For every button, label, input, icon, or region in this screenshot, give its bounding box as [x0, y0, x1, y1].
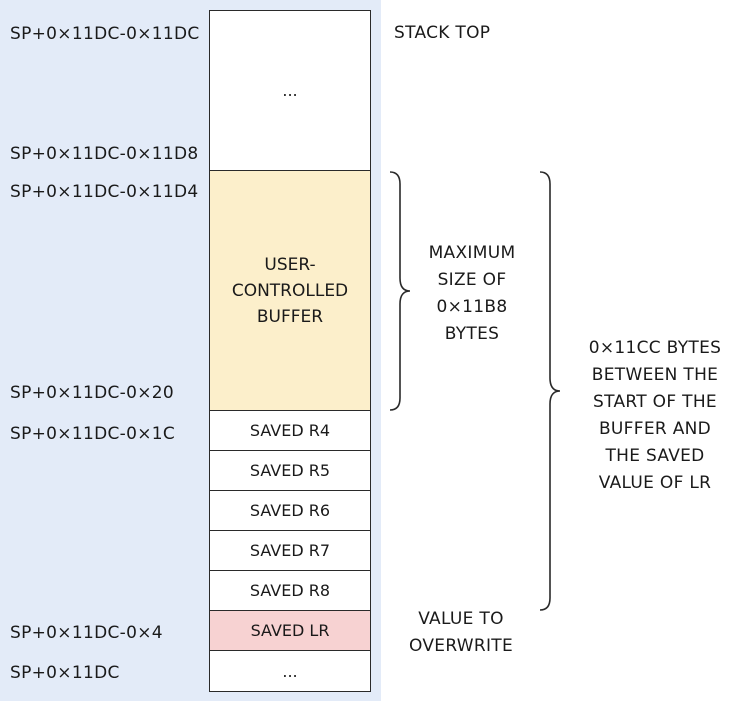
address-buffer-start: SP+0×11DC-0×11D4 — [10, 182, 199, 202]
stack-bottom-region: ... — [209, 650, 371, 692]
saved-r7-cell: SAVED R7 — [209, 530, 371, 571]
saved-r4-cell: SAVED R4 — [209, 410, 371, 451]
saved-r6-cell: SAVED R6 — [209, 490, 371, 531]
max-size-line: SIZE OF — [437, 270, 507, 290]
saved-r8-label: SAVED R8 — [249, 581, 331, 600]
saved-lr-label: SAVED LR — [250, 621, 330, 640]
overwrite-line: VALUE TO — [418, 609, 504, 629]
stack-top-ellipsis: ... — [282, 81, 298, 100]
max-size-label: MAXIMUM SIZE OF 0×11B8 BYTES — [412, 240, 532, 348]
stack-bottom-ellipsis: ... — [282, 661, 298, 681]
between-line: BUFFER AND — [598, 419, 712, 439]
buffer-brace-icon — [389, 171, 411, 411]
stack-top-label: STACK TOP — [394, 23, 491, 43]
max-size-line: 0×11B8 — [436, 297, 508, 317]
saved-r7-label: SAVED R7 — [249, 541, 331, 560]
address-stack-top: SP+0×11DC-0×11DC — [10, 24, 200, 44]
buffer-label-line2: CONTROLLED — [231, 280, 349, 301]
overwrite-line: OVERWRITE — [408, 636, 514, 656]
between-line: VALUE OF LR — [598, 473, 712, 493]
address-saved-lr: SP+0×11DC-0×4 — [10, 623, 163, 643]
between-line: THE SAVED — [605, 446, 705, 466]
buffer-label-line3: BUFFER — [256, 306, 324, 327]
between-line: BETWEEN THE — [591, 365, 719, 385]
max-size-line: BYTES — [444, 324, 500, 344]
saved-r8-cell: SAVED R8 — [209, 570, 371, 611]
saved-r6-label: SAVED R6 — [249, 501, 331, 520]
buffer-label-line1: USER- — [264, 254, 316, 275]
between-label: 0×11CC BYTES BETWEEN THE START OF THE BU… — [570, 335, 740, 497]
saved-lr-cell: SAVED LR — [209, 610, 371, 651]
between-line: 0×11CC BYTES — [588, 338, 722, 358]
offset-brace-icon — [539, 171, 561, 611]
stack-top-region: ... — [209, 10, 371, 171]
address-top-end: SP+0×11DC-0×11D8 — [10, 144, 199, 164]
saved-r5-label: SAVED R5 — [249, 461, 331, 480]
user-controlled-buffer: USER- CONTROLLED BUFFER — [209, 170, 371, 411]
value-to-overwrite-label: VALUE TO OVERWRITE — [396, 606, 526, 660]
address-saved-r4: SP+0×11DC-0×1C — [10, 424, 176, 444]
address-sp-base: SP+0×11DC — [10, 663, 120, 683]
saved-r4-label: SAVED R4 — [249, 421, 331, 440]
saved-r5-cell: SAVED R5 — [209, 450, 371, 491]
address-buffer-end: SP+0×11DC-0×20 — [10, 383, 174, 403]
between-line: START OF THE — [593, 392, 717, 412]
max-size-line: MAXIMUM — [428, 243, 516, 263]
